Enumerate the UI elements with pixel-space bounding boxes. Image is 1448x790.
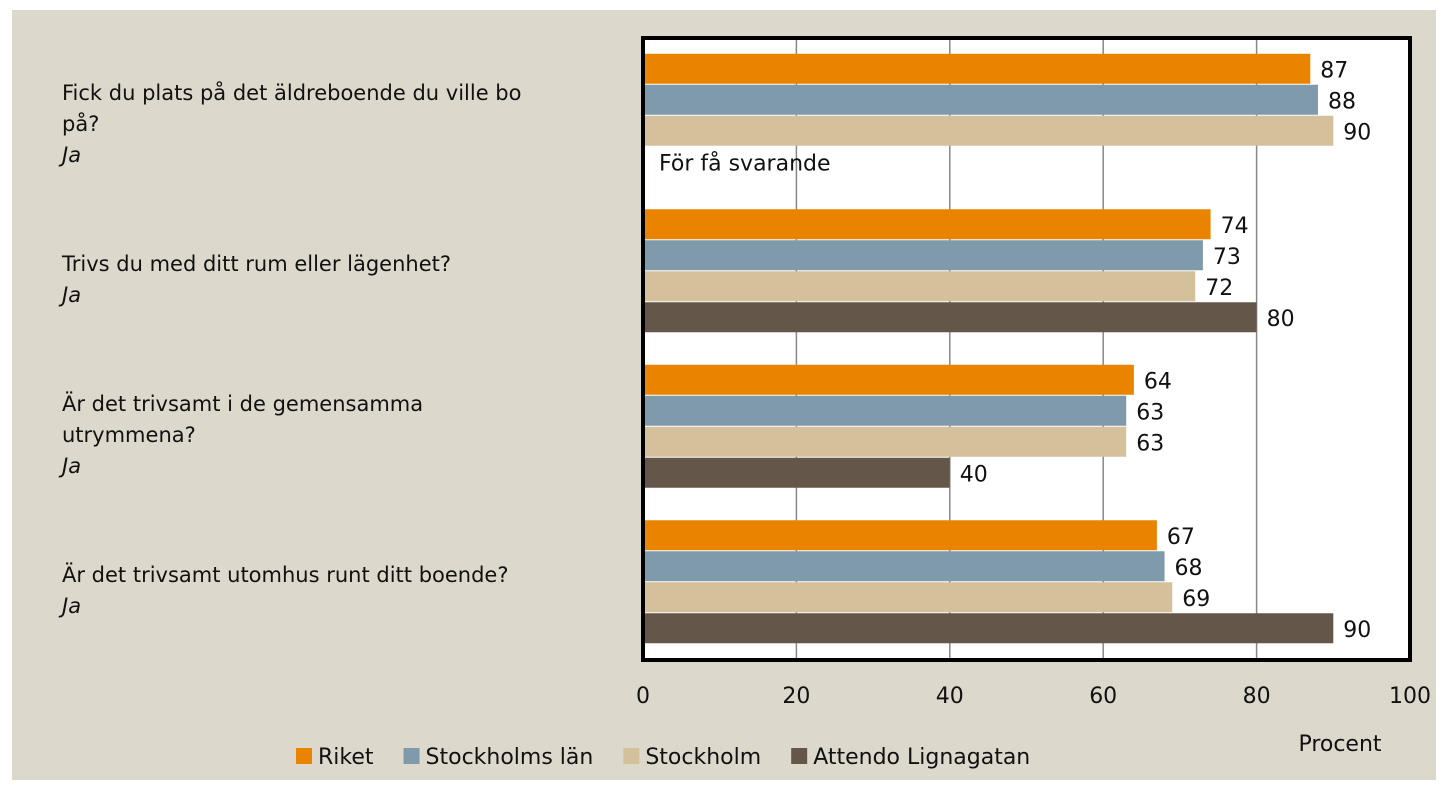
x-tick-label: 80 [1243, 684, 1271, 709]
category-answer: Ja [62, 593, 82, 618]
value-label: 69 [1182, 587, 1210, 612]
x-tick-label: 40 [936, 684, 964, 709]
legend-label: Stockholms län [426, 745, 594, 770]
legend-swatch [403, 748, 420, 764]
category-label: Är det trivsamt utomhus runt ditt boende… [62, 513, 562, 669]
bar [643, 364, 1134, 395]
value-label: 87 [1320, 58, 1348, 83]
category-question: Trivs du med ditt rum eller lägenhet? [62, 251, 452, 276]
bar [643, 395, 1127, 426]
bar [643, 302, 1257, 333]
value-label: 80 [1267, 307, 1295, 332]
legend-label: Attendo Lignagatan [813, 745, 1030, 770]
value-label: 72 [1205, 276, 1233, 301]
x-axis-label: Procent [1298, 732, 1381, 757]
category-question: Är det trivsamt i de gemensamma utrymmen… [62, 391, 424, 447]
value-label: 68 [1175, 556, 1203, 581]
x-tick-label: 60 [1089, 684, 1117, 709]
bar [643, 240, 1203, 271]
value-label: 40 [960, 462, 988, 487]
value-label: 67 [1167, 525, 1195, 550]
bar [643, 457, 950, 488]
value-label: 73 [1213, 245, 1241, 270]
category-answer: Ja [62, 453, 82, 478]
legend-label: Stockholm [645, 745, 761, 770]
value-label: 90 [1343, 120, 1371, 145]
bar [643, 53, 1311, 84]
value-label: 74 [1221, 214, 1249, 239]
category-label: Är det trivsamt i de gemensamma utrymmen… [62, 357, 562, 513]
x-tick-label: 100 [1389, 684, 1431, 709]
legend-label: Riket [318, 745, 374, 770]
bar [643, 520, 1157, 551]
category-question: Är det trivsamt utomhus runt ditt boende… [62, 562, 509, 587]
bar [643, 613, 1334, 644]
category-label: Fick du plats på det äldreboende du vill… [62, 46, 562, 202]
value-label: 64 [1144, 369, 1172, 394]
bar [643, 551, 1165, 582]
bar [643, 271, 1196, 302]
bar [643, 209, 1211, 240]
bar [643, 582, 1173, 613]
annotation: För få svarande [659, 150, 831, 176]
legend-swatch [791, 748, 808, 764]
value-label: 63 [1136, 400, 1164, 425]
legend-swatch [296, 748, 312, 764]
x-tick-label: 0 [636, 684, 650, 709]
x-tick-label: 20 [782, 684, 810, 709]
category-answer: Ja [62, 142, 82, 167]
value-label: 63 [1136, 431, 1164, 456]
category-answer: Ja [62, 282, 82, 307]
legend-swatch [623, 748, 640, 764]
bar [643, 115, 1334, 146]
plot-border [641, 36, 1412, 662]
bar [643, 84, 1318, 115]
category-question: Fick du plats på det äldreboende du vill… [62, 80, 522, 136]
category-label: Trivs du med ditt rum eller lägenhet? Ja [62, 202, 562, 358]
value-label: 90 [1343, 618, 1371, 643]
bar [643, 426, 1127, 457]
value-label: 88 [1328, 89, 1356, 114]
